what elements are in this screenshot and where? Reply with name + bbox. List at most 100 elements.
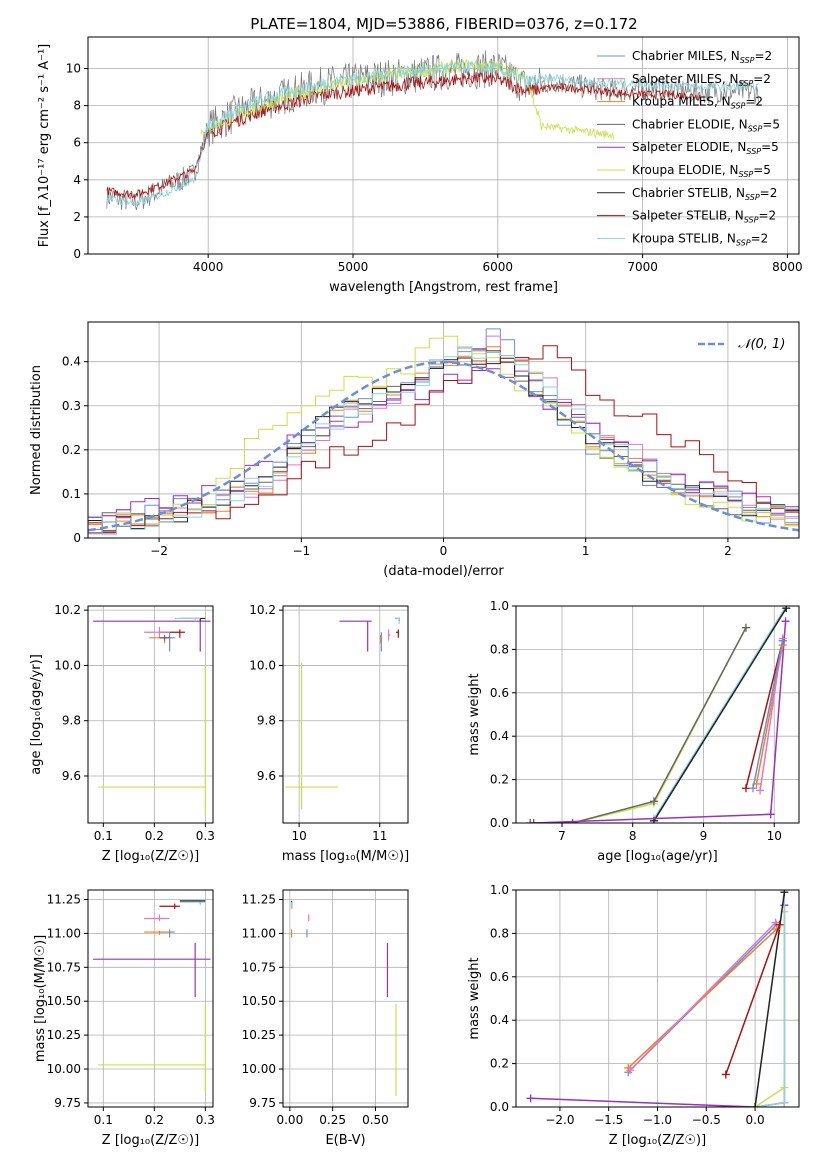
y-tick-label: 10.0 bbox=[54, 658, 81, 672]
x-axis-label: Z [log₁₀(Z/Z☉)] bbox=[102, 1133, 199, 1148]
plus-marker bbox=[741, 784, 750, 793]
x-tick-label: 0.00 bbox=[276, 1113, 303, 1127]
y-tick-label: 9.75 bbox=[54, 1096, 81, 1110]
errorbar-point bbox=[144, 930, 170, 935]
y-axis-label: Flux [f_λ10⁻¹⁷ erg cm⁻² s⁻¹ A⁻¹] bbox=[37, 44, 52, 248]
x-tick-label: 0.50 bbox=[362, 1113, 389, 1127]
x-axis-label: age [log₁₀(age/yr)] bbox=[597, 849, 718, 864]
weight-series-line bbox=[653, 607, 787, 822]
histogram-step bbox=[88, 346, 799, 536]
x-tick-label: 11 bbox=[372, 829, 387, 843]
x-tick-label: 0.0 bbox=[746, 1113, 765, 1127]
legend-label: Salpeter MILES, NSSP=2 bbox=[632, 72, 771, 88]
plus-marker bbox=[781, 617, 790, 626]
weight-series-line bbox=[745, 640, 784, 789]
errorbar-point bbox=[159, 903, 180, 909]
y-tick-label: 0.6 bbox=[490, 970, 509, 984]
y-tick-label: 0.8 bbox=[490, 642, 509, 656]
plus-marker bbox=[749, 784, 758, 793]
errorbar-point bbox=[98, 1003, 206, 1093]
plot-area bbox=[93, 617, 211, 815]
y-tick-label: 2 bbox=[73, 210, 81, 224]
x-tick-label: 0.25 bbox=[319, 1113, 346, 1127]
plus-marker bbox=[526, 819, 535, 823]
y-tick-label: 9.6 bbox=[257, 769, 276, 783]
plus-marker bbox=[782, 606, 791, 613]
x-tick-label: 7000 bbox=[627, 260, 658, 274]
plus-marker bbox=[778, 636, 787, 645]
weight-series-line bbox=[629, 921, 777, 1071]
x-tick-label: 10 bbox=[291, 829, 306, 843]
panel-weight_vs_z: −2.0 −1.5 −1.0 −0.5 0.0 0.0 0.2 0.4 0.6 0.8 1.0 Z [… bbox=[467, 883, 800, 1148]
weight-series-line bbox=[653, 606, 787, 820]
errorbar-point bbox=[159, 629, 185, 638]
x-tick-label: −1 bbox=[292, 544, 310, 558]
legend-label: Kroupa STELIB, NSSP=2 bbox=[632, 231, 768, 247]
panel-age_vs_mass: 10 11 9.6 9.8 10.0 10.2 mass [log₁₀(M/M☉)] bbox=[249, 603, 409, 864]
axes-frame bbox=[282, 605, 409, 824]
y-tick-label: 10.75 bbox=[47, 960, 81, 974]
x-tick-label: 1 bbox=[582, 544, 590, 558]
x-tick-label: 0.1 bbox=[94, 1113, 113, 1127]
errorbar-point bbox=[339, 620, 372, 652]
x-tick-label: 6000 bbox=[483, 260, 514, 274]
legend-label: Chabrier STELIB, NSSP=2 bbox=[632, 186, 777, 202]
axes-frame bbox=[282, 889, 409, 1108]
x-tick-label: −1.5 bbox=[594, 1113, 623, 1127]
y-tick-label: 0.8 bbox=[490, 926, 509, 940]
plus-marker bbox=[529, 819, 538, 823]
axes-frame bbox=[87, 36, 800, 255]
x-axis-label: Z [log₁₀(Z/Z☉)] bbox=[102, 849, 199, 864]
x-tick-label: 2 bbox=[724, 544, 732, 558]
y-tick-label: 10.75 bbox=[242, 960, 276, 974]
histogram-step bbox=[88, 345, 799, 532]
panel-mass_vs_ebv: 0.00 0.25 0.50 9.75 10.00 10.25 10.50 10.75 11.0… bbox=[242, 889, 409, 1148]
legend-label: Kroupa MILES, NSSP=2 bbox=[632, 95, 763, 111]
plus-marker bbox=[526, 1094, 535, 1103]
plus-marker bbox=[568, 819, 577, 823]
plot-area bbox=[93, 900, 211, 1093]
legend-label: Salpeter STELIB, NSSP=2 bbox=[632, 209, 776, 225]
errorbar-point bbox=[159, 635, 170, 641]
y-tick-label: 9.6 bbox=[62, 769, 81, 783]
plus-marker bbox=[721, 1070, 730, 1079]
plus-marker bbox=[741, 623, 750, 632]
x-tick-label: 9 bbox=[700, 829, 708, 843]
y-tick-label: 0.0 bbox=[490, 1100, 509, 1114]
y-tick-label: 4 bbox=[73, 173, 81, 187]
errorbar-point bbox=[159, 632, 175, 652]
x-tick-label: −0.5 bbox=[692, 1113, 721, 1127]
axes-frame bbox=[87, 889, 214, 1108]
legend-label: 𝒩(0, 1) bbox=[738, 337, 785, 352]
y-tick-label: 9.75 bbox=[249, 1096, 276, 1110]
plus-marker bbox=[751, 1103, 760, 1107]
y-tick-label: 11.00 bbox=[242, 926, 276, 940]
errorbar-point bbox=[93, 942, 211, 998]
axes-frame bbox=[515, 605, 800, 824]
plus-marker bbox=[775, 920, 784, 929]
y-tick-label: 0.2 bbox=[62, 443, 81, 457]
legend-label: Salpeter ELODIE, NSSP=5 bbox=[632, 140, 779, 156]
x-tick-label: 4000 bbox=[193, 260, 224, 274]
panel-weight_vs_age: 7 8 9 10 0.0 0.2 0.4 0.6 0.8 1.0 age [log₁₀(age/yr… bbox=[467, 599, 800, 864]
weight-series-line bbox=[759, 638, 784, 791]
y-tick-label: 0.0 bbox=[490, 816, 509, 830]
weight-series-line bbox=[725, 924, 781, 1075]
y-tick-label: 10.2 bbox=[54, 603, 81, 617]
y-tick-label: 9.8 bbox=[62, 714, 81, 728]
errorbar-point bbox=[93, 620, 211, 652]
y-tick-label: 10.00 bbox=[242, 1062, 276, 1076]
y-tick-label: 11.25 bbox=[47, 892, 81, 906]
x-tick-label: 5000 bbox=[338, 260, 369, 274]
errorbar-point bbox=[285, 662, 338, 810]
panel-age_vs_z: 0.1 0.2 0.3 9.6 9.8 10.0 10.2 Z [log₁₀(Z/Z☉)] ag… bbox=[29, 603, 215, 864]
x-tick-label: 0.3 bbox=[196, 829, 215, 843]
y-axis-label: Normed distribution bbox=[29, 365, 44, 495]
y-tick-label: 10.25 bbox=[242, 1028, 276, 1042]
histogram-step bbox=[88, 335, 799, 531]
y-axis-label: mass weight bbox=[467, 957, 482, 1039]
weight-series-line bbox=[752, 640, 784, 789]
spectrum-series-line bbox=[106, 71, 701, 200]
plot-area bbox=[526, 890, 789, 1107]
